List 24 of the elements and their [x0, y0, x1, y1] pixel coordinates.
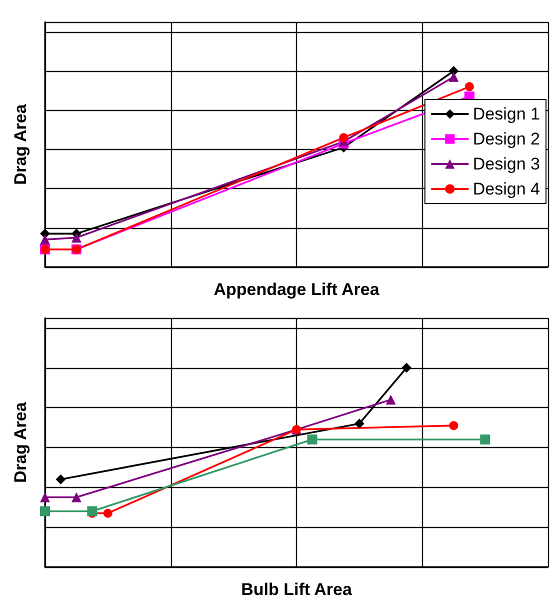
y-axis-title: Drag Area — [11, 104, 30, 185]
point — [449, 421, 458, 430]
point — [402, 362, 412, 373]
point — [448, 72, 459, 82]
point — [307, 434, 318, 445]
point — [480, 434, 490, 445]
point — [339, 133, 348, 142]
x-axis-title: Bulb Lift Area — [241, 580, 352, 599]
point — [103, 508, 112, 518]
point — [386, 394, 396, 405]
point — [40, 506, 50, 516]
point — [40, 492, 50, 502]
point — [56, 474, 66, 484]
point — [71, 232, 82, 243]
y-axis-title: Drag Area — [11, 402, 30, 483]
legend-label: Design 4 — [472, 180, 540, 198]
point — [40, 234, 50, 245]
point — [354, 418, 364, 429]
point — [464, 82, 474, 92]
legend-label: Design 1 — [472, 104, 540, 124]
legend-label: Design 2 — [472, 130, 540, 148]
legend-label: Design 3 — [472, 154, 540, 174]
point — [71, 492, 82, 502]
x-axis-title: Appendage Lift Area — [214, 280, 380, 299]
